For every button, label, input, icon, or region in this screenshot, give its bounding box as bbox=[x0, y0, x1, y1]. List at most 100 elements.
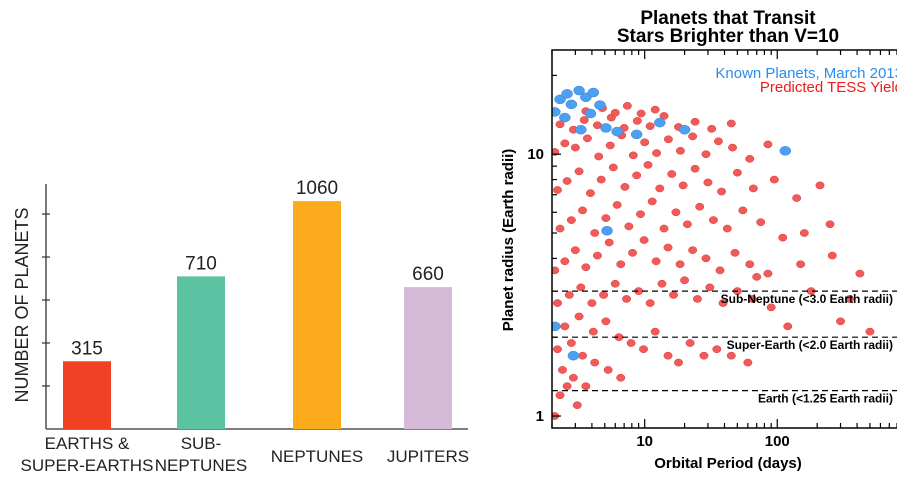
tess-yield-point bbox=[566, 339, 576, 347]
tess-yield-point bbox=[560, 139, 570, 148]
tess-yield-point bbox=[799, 229, 809, 237]
tess-yield-point bbox=[726, 351, 736, 360]
scatter-x-tick-label: 10 bbox=[636, 433, 653, 450]
bar-value-label: 660 bbox=[412, 264, 444, 285]
tess-yield-point bbox=[728, 143, 737, 152]
tess-yield-point bbox=[553, 345, 562, 354]
scatter-chart-title-line-2: Stars Brighter than V=10 bbox=[617, 26, 839, 47]
tess-yield-point bbox=[570, 143, 580, 152]
tess-yield-point bbox=[815, 181, 825, 190]
tess-yield-point bbox=[730, 248, 740, 257]
tess-yield-point bbox=[624, 222, 634, 231]
known-planet-point bbox=[779, 146, 792, 156]
tess-yield-point bbox=[756, 218, 766, 227]
tess-yield-point bbox=[763, 269, 773, 278]
bar-category-label: NEPTUNES bbox=[155, 456, 248, 475]
tess-yield-point bbox=[578, 351, 588, 360]
tess-yield-point bbox=[560, 322, 570, 331]
scatter-x-tick-label: 100 bbox=[765, 433, 790, 450]
tess-yield-point bbox=[560, 257, 570, 266]
tess-yield-point bbox=[608, 163, 618, 172]
tess-yield-point bbox=[675, 260, 685, 269]
scatter-chart-x-axis-label: Orbital Period (days) bbox=[654, 455, 802, 472]
tess-yield-point bbox=[705, 283, 715, 292]
tess-yield-point bbox=[610, 279, 620, 288]
bar-chart-bars: 315 EARTHS & SUPER-EARTHS 710 SUB- NEPTUNES 10… bbox=[21, 178, 470, 475]
known-planet-point bbox=[600, 123, 612, 133]
tess-yield-point bbox=[659, 224, 669, 233]
tess-yield-point bbox=[796, 260, 806, 269]
tess-yield-point bbox=[574, 312, 584, 321]
tess-yield-point bbox=[699, 351, 709, 360]
tess-yield-point bbox=[671, 208, 681, 217]
known-planet-point bbox=[678, 124, 691, 135]
tess-yield-point bbox=[713, 137, 723, 146]
bar-chart-axes bbox=[42, 184, 468, 430]
tess-yield-point bbox=[558, 366, 567, 374]
tess-yield-point bbox=[792, 194, 802, 202]
tess-yield-point bbox=[652, 149, 662, 157]
tess-yield-point bbox=[578, 206, 588, 215]
tess-yield-point bbox=[594, 152, 604, 161]
known-planet-point bbox=[552, 321, 561, 332]
tess-yield-point bbox=[601, 317, 611, 326]
tess-yield-point bbox=[603, 366, 613, 374]
tess-yield-point bbox=[622, 295, 632, 303]
tess-yield-point bbox=[701, 254, 711, 263]
tess-yield-point bbox=[643, 161, 653, 169]
tess-yield-point bbox=[645, 299, 655, 307]
tess-yield-point bbox=[601, 214, 611, 222]
bar-value-label: 710 bbox=[185, 253, 217, 274]
bar-value-label: 315 bbox=[71, 338, 103, 359]
tess-yield-point bbox=[855, 269, 865, 278]
bar-2 bbox=[177, 276, 225, 429]
tess-yield-point bbox=[682, 220, 692, 229]
scatter-chart-y-axis-label: Planet radius (Earth radii) bbox=[500, 149, 517, 332]
known-planet-point bbox=[554, 94, 566, 105]
tess-yield-point bbox=[690, 117, 700, 126]
tess-yield-point bbox=[581, 382, 591, 391]
tess-yield-point bbox=[680, 276, 690, 285]
tess-yield-point bbox=[655, 184, 665, 193]
reference-line-label: Super-Earth (<2.0 Earth radii) bbox=[727, 338, 893, 352]
tess-yield-point bbox=[712, 345, 722, 354]
tess-yield-point bbox=[726, 119, 736, 128]
tess-yield-point bbox=[574, 167, 584, 176]
tess-yield-point bbox=[555, 224, 565, 233]
tess-yield-point bbox=[678, 181, 688, 190]
known-planet-point bbox=[567, 350, 580, 361]
known-planet-point bbox=[559, 112, 571, 123]
tess-yield-point bbox=[663, 135, 673, 144]
tess-yield-point bbox=[745, 154, 755, 163]
tess-yield-point bbox=[748, 184, 758, 193]
tess-yield-point bbox=[581, 263, 591, 272]
tess-yield-point bbox=[722, 224, 732, 233]
known-planet-point bbox=[561, 89, 573, 99]
tess-yield-point bbox=[657, 279, 667, 288]
tess-yield-point bbox=[752, 273, 762, 281]
legend-entry: Predicted TESS Yield bbox=[760, 79, 897, 96]
tess-yield-point bbox=[708, 216, 718, 224]
tess-yield-point bbox=[562, 382, 572, 391]
bar-4 bbox=[404, 287, 452, 429]
tess-yield-point bbox=[748, 295, 757, 303]
known-planet-point bbox=[552, 107, 561, 117]
tess-yield-point bbox=[674, 358, 683, 367]
legend-entry: Known Planets, March 2013 bbox=[715, 65, 897, 82]
tess-yield-point bbox=[586, 189, 595, 197]
bar-chart-y-axis-label: NUMBER OF PLANETS bbox=[12, 207, 32, 402]
tess-yield-point bbox=[675, 146, 685, 155]
tess-yield-point bbox=[639, 345, 648, 354]
tess-yield-point bbox=[778, 233, 788, 242]
tess-yield-point bbox=[636, 109, 646, 118]
tess-yield-point bbox=[743, 358, 753, 367]
bar-category-label: EARTHS & bbox=[45, 434, 130, 453]
tess-yield-point bbox=[628, 151, 638, 160]
tess-yield-point bbox=[639, 236, 649, 244]
tess-yield-point bbox=[769, 175, 779, 184]
tess-yield-point bbox=[612, 201, 622, 209]
tess-yield-point bbox=[553, 299, 562, 307]
tess-yield-point bbox=[865, 327, 875, 336]
tess-yield-point bbox=[640, 138, 650, 147]
scatter-chart-axes: 10 100 1 10 bbox=[527, 49, 897, 450]
